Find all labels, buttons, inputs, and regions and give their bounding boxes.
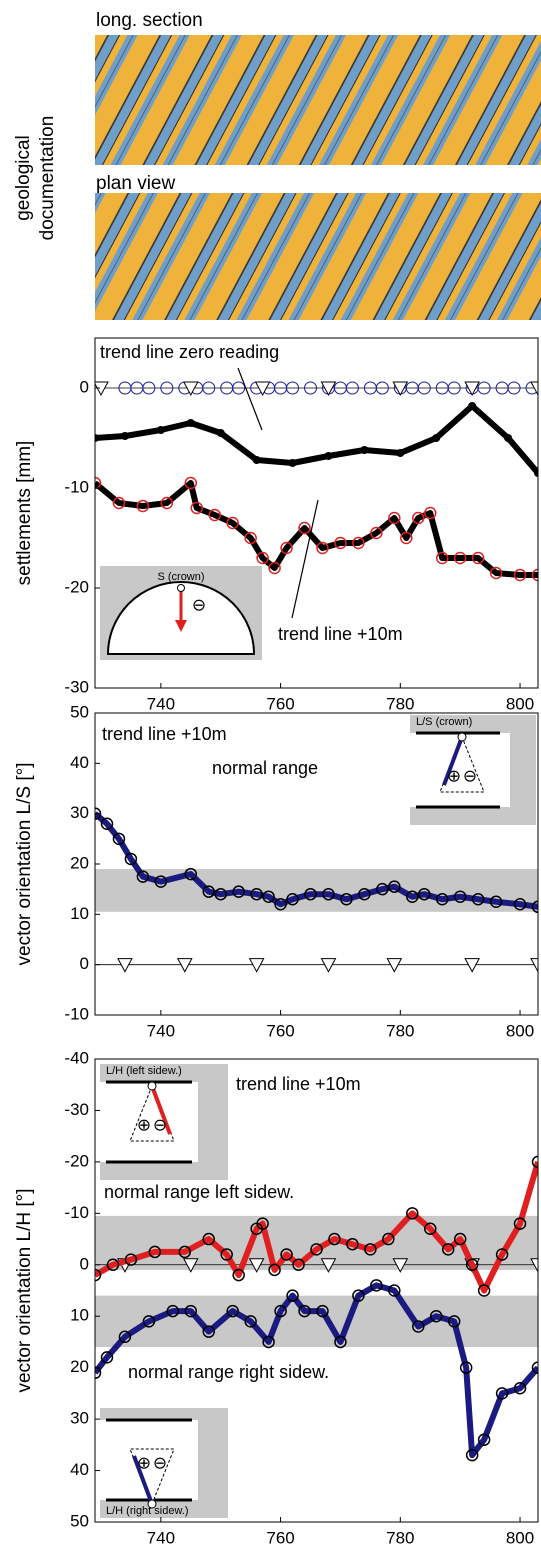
y-tick-label: 40 [70,1460,89,1479]
point [217,429,225,437]
inset-symbol: ⊕ [137,1453,151,1472]
reference-marker [178,959,192,972]
plot-area [90,808,541,972]
panel-title: plan view [96,173,175,194]
y-tick-label: 10 [70,904,89,923]
inset-label: S (crown) [157,571,204,583]
leader-line [292,500,318,618]
inset-symbol: ⊖ [192,595,206,614]
geology-label: geological [13,135,34,221]
y-axis-title: vector orientation L/S [°] [14,763,35,966]
x-tick-label: 760 [266,1021,294,1040]
x-tick-label: 800 [506,694,534,713]
y-tick-label: 50 [70,1511,89,1530]
point [396,449,404,457]
annotation: trend line +10m [278,624,403,644]
reference-marker [387,959,401,972]
y-tick-label: 20 [70,1357,89,1376]
y-tick-label: -10 [64,1004,89,1023]
point [157,426,165,434]
inset-label: L/H (left sidew.) [106,1065,182,1077]
series-line [95,483,538,575]
panel-title: long. section [96,10,203,31]
point [504,434,512,442]
band-label: normal range [212,758,318,778]
y-tick-label: -40 [64,1048,89,1067]
charts: S (crown) ⊖ 0 -10 -20 -30 740 760 780 800 settleme… [14,338,541,1547]
reference-marker [531,959,541,972]
x-tick-label: 740 [147,694,175,713]
reference-marker [393,382,407,395]
inset-point [148,1082,156,1090]
y-tick-label: -10 [64,1203,89,1222]
x-tick-label: 780 [386,1528,414,1547]
x-tick-label: 800 [506,1528,534,1547]
x-tick-label: 780 [386,1021,414,1040]
reference-marker [465,382,479,395]
inset-symbol: ⊕ [447,766,461,785]
annotation: trend line zero reading [100,342,279,362]
long-section-image [95,35,541,165]
y-tick-label: 0 [80,954,89,973]
reference-marker [465,959,479,972]
reference-marker [250,959,264,972]
y-tick-label: -30 [64,1100,89,1119]
geology-label: documentation [37,116,58,241]
y-tick-label: -20 [64,577,89,596]
inset-symbol: ⊕ [137,1115,151,1134]
x-tick-label: 740 [147,1528,175,1547]
y-tick-label: 40 [70,753,89,772]
annotation: trend line +10m [102,724,227,744]
y-tick-label: 0 [80,1254,89,1273]
point [360,446,368,454]
band-label: normal range left sidew. [104,1182,294,1202]
point [324,452,332,460]
inset-symbol: ⊖ [463,766,477,785]
y-tick-label: 0 [80,377,89,396]
point [253,456,261,464]
series-line [95,406,538,473]
y-tick-label: 30 [70,1409,89,1428]
y-axis-title: settlements [mm] [14,441,35,586]
y-tick-label: -30 [64,677,89,696]
y-tick-label: 20 [70,853,89,872]
inset-symbol: ⊖ [153,1115,167,1134]
point [468,402,476,410]
x-tick-label: 760 [266,1528,294,1547]
inset-symbol: ⊖ [153,1453,167,1472]
y-tick-label: -10 [64,477,89,496]
point [121,432,129,440]
x-tick-label: 800 [506,1021,534,1040]
x-tick-label: 780 [386,694,414,713]
band-label: normal range right sidew. [128,1362,329,1382]
reference-marker [184,382,198,395]
y-axis-title: vector orientation L/H [°] [14,1188,35,1392]
inset-label: L/S (crown) [416,716,472,728]
inset-point [458,733,466,741]
reference-marker [118,959,132,972]
plot-area [90,382,541,581]
y-tick-label: 10 [70,1306,89,1325]
x-tick-label: 740 [147,1021,175,1040]
inset-point [178,585,185,592]
point [289,459,297,467]
y-tick-label: 30 [70,803,89,822]
leader-line [238,368,262,430]
annotation: trend line +10m [236,1074,361,1094]
reference-marker [321,382,335,395]
reference-marker [321,959,335,972]
plan-view-image [95,193,541,320]
point [187,419,195,427]
point [432,434,440,442]
x-tick-label: 760 [266,694,294,713]
inset-label: L/H (right sidew.) [106,1505,189,1517]
reference-marker [256,382,270,395]
y-tick-label: -20 [64,1151,89,1170]
y-tick-label: 50 [70,702,89,721]
normal-range-band [95,1296,538,1347]
